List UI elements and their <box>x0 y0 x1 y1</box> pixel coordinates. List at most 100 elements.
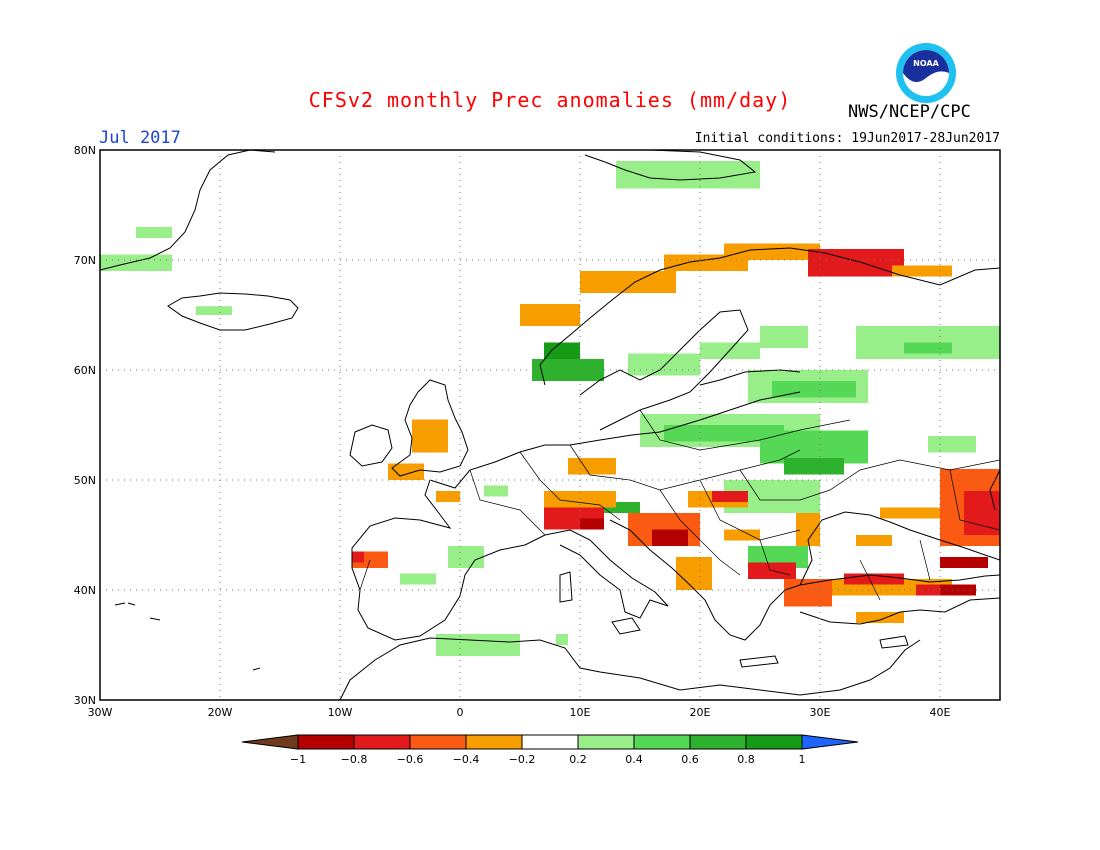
lon-tick-label: 20W <box>208 706 233 719</box>
anomaly-cell <box>712 491 748 502</box>
lat-tick-label: 60N <box>74 364 96 377</box>
lat-tick-label: 80N <box>74 144 96 157</box>
coastline-biscay-iberia <box>351 479 546 641</box>
colorbar-swatch <box>297 734 355 750</box>
colorbar-label: 0.6 <box>681 753 699 766</box>
anomaly-cell <box>448 546 484 568</box>
colorbar-swatch <box>745 734 803 750</box>
colorbar-swatch <box>633 734 691 750</box>
colorbar-label: −0.6 <box>397 753 424 766</box>
coastline-adriatic-east <box>609 519 801 641</box>
anomaly-cell <box>520 304 580 326</box>
anomaly-cell <box>352 551 364 563</box>
anomaly-cell <box>664 425 784 442</box>
coastline-caspian <box>989 469 1000 511</box>
anomaly-field <box>100 161 1000 656</box>
lon-tick-label: 20E <box>690 706 711 719</box>
chart-title: CFSv2 monthly Prec anomalies (mm/day) <box>308 88 792 112</box>
anomaly-cell <box>880 507 940 519</box>
anomaly-cell <box>196 306 232 315</box>
lon-tick-labels: 30W 20W 10W 0 10E 20E 30E 40E <box>88 706 951 719</box>
anomaly-cell <box>724 529 760 541</box>
anomaly-cell <box>904 342 952 354</box>
anomaly-cell <box>436 491 460 502</box>
anomaly-cell <box>568 458 616 475</box>
lon-tick-label: 0 <box>457 706 464 719</box>
anomaly-cell <box>136 227 172 238</box>
lat-tick-label: 50N <box>74 474 96 487</box>
anomaly-cell <box>544 491 616 508</box>
colorbar-swatch <box>577 734 635 750</box>
anomaly-cell <box>100 254 172 271</box>
anomaly-cell <box>856 612 904 623</box>
coastline-greenland <box>100 150 276 271</box>
colorbar: −1 −0.8 −0.6 −0.4 −0.2 0.2 0.4 0.6 0.8 1 <box>241 734 859 766</box>
coastline-great-britain <box>391 379 469 477</box>
coastline-baltic <box>579 309 749 431</box>
lon-tick-label: 30E <box>810 706 831 719</box>
colorbar-label: −0.2 <box>509 753 536 766</box>
coastline-black-sea <box>799 511 1000 586</box>
border-lines <box>359 409 1000 601</box>
coastline-islands-west <box>114 602 261 671</box>
anomaly-cell <box>928 436 976 453</box>
coastline-turkey-south <box>799 597 1000 625</box>
coastline-crete <box>739 655 779 668</box>
anomaly-cell <box>760 326 808 348</box>
noaa-logo-icon: NOAA <box>896 43 956 103</box>
anomaly-cell <box>808 249 904 277</box>
anomaly-cell <box>964 491 1000 535</box>
colorbar-swatch <box>353 734 411 750</box>
anomaly-cell <box>580 518 604 530</box>
anomaly-cell <box>940 557 988 568</box>
anomaly-cell <box>580 271 676 293</box>
colorbar-label: −1 <box>290 753 306 766</box>
agency-label: NWS/NCEP/CPC <box>848 102 971 122</box>
colorbar-min-arrow <box>241 734 299 750</box>
coastline-svalbard <box>584 150 757 181</box>
coastline-north-africa <box>339 637 921 700</box>
anomaly-cell <box>724 243 820 260</box>
anomaly-cell <box>784 458 844 475</box>
coastline-italy <box>544 529 669 619</box>
country-borders <box>359 409 1000 601</box>
anomaly-cell <box>436 634 520 656</box>
coastline-sicily <box>611 617 641 635</box>
anomaly-cell <box>676 557 712 590</box>
anomaly-cell <box>856 535 892 546</box>
coastlines <box>100 150 1000 700</box>
colorbar-swatch <box>409 734 467 750</box>
colorbar-swatch <box>465 734 523 750</box>
lon-tick-label: 10W <box>328 706 353 719</box>
lat-tick-labels: 30N 40N 50N 60N 70N 80N <box>74 144 96 707</box>
anomaly-cell <box>604 502 640 513</box>
coastline-cyprus <box>879 635 909 649</box>
anomaly-cell <box>700 342 760 359</box>
anomaly-cell <box>652 529 688 546</box>
anomaly-cell <box>484 485 508 497</box>
coastline-europe-mainland <box>429 391 801 489</box>
anomaly-cell <box>556 634 568 645</box>
colorbar-label: −0.8 <box>341 753 368 766</box>
lat-tick-label: 40N <box>74 584 96 597</box>
coastline-finland-gulf <box>699 369 801 386</box>
map-frame <box>99 149 1001 701</box>
lon-tick-label: 30W <box>88 706 113 719</box>
anomaly-cell <box>892 265 952 277</box>
coastline-sardinia <box>559 571 573 603</box>
anomaly-cell <box>628 353 700 376</box>
anomaly-cell <box>388 463 424 480</box>
lat-tick-label: 70N <box>74 254 96 267</box>
initial-conditions: Initial conditions: 19Jun2017-28Jun2017 <box>694 131 1000 146</box>
lat-tick-label: 30N <box>74 694 96 707</box>
colorbar-label: 0.2 <box>569 753 587 766</box>
colorbar-label: 0.8 <box>737 753 755 766</box>
forecast-month: Jul 2017 <box>99 128 181 148</box>
anomaly-cell <box>784 579 832 607</box>
anomaly-cell <box>400 573 436 585</box>
colorbar-label: 0.4 <box>625 753 643 766</box>
colorbar-label: −0.4 <box>453 753 480 766</box>
coastline-iceland <box>167 292 299 331</box>
anomaly-cell <box>412 419 448 453</box>
